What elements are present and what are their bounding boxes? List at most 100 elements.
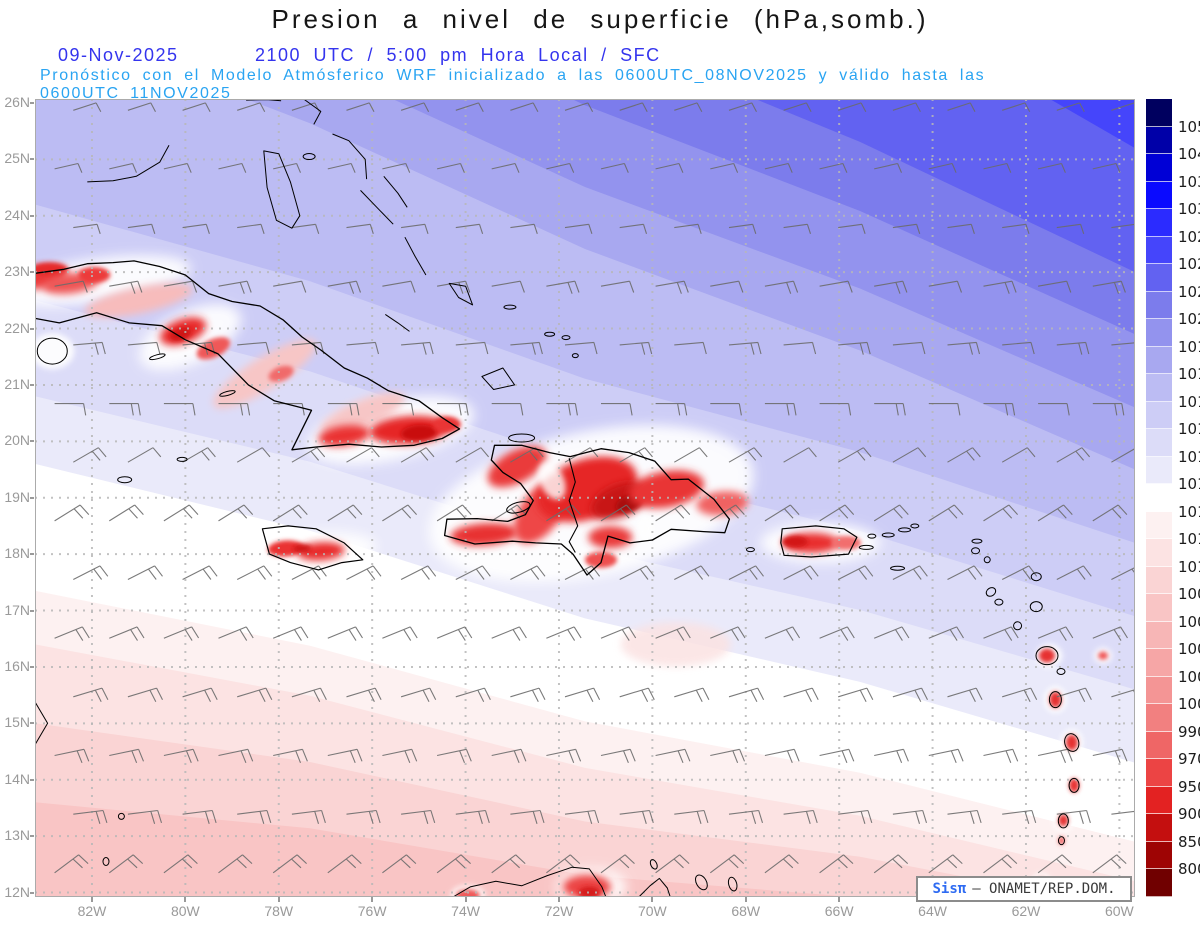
wind-barb	[163, 748, 199, 764]
wind-barb	[327, 748, 363, 764]
terrain-low-blob	[84, 283, 193, 318]
wind-barb	[928, 854, 963, 874]
wind-barb	[346, 687, 382, 702]
coastline-small-island	[971, 538, 983, 544]
wind-barb	[619, 341, 653, 355]
coastline-small-island	[117, 476, 133, 484]
wind-barb	[873, 504, 909, 522]
wind-barb	[600, 626, 637, 641]
lat-label-26N: 26N	[4, 93, 30, 110]
lon-label-78W: 78W	[264, 903, 294, 919]
wind-barb	[273, 748, 308, 764]
wind-barb	[819, 162, 848, 173]
low-pressure-halo	[35, 333, 75, 370]
colorbar-segment-15	[1146, 511, 1172, 540]
wind-barb	[272, 854, 307, 874]
colorbar-label-1030: 1030	[1178, 200, 1200, 219]
terrain-low-blob	[781, 535, 808, 548]
lat-tick	[30, 778, 34, 781]
coastline-small-island	[102, 857, 110, 867]
wind-barb	[327, 504, 363, 522]
wind-barb	[1056, 341, 1090, 355]
wind-barb	[655, 403, 688, 416]
wind-barb	[928, 280, 963, 293]
colorbar-segment-2	[1146, 154, 1172, 182]
wind-barb	[546, 504, 581, 522]
coastline-small-island	[503, 304, 517, 310]
wind-barb	[600, 504, 636, 522]
wind-barb	[455, 341, 489, 355]
wind-barb	[728, 447, 763, 463]
wind-barb	[674, 809, 709, 824]
wind-barb	[127, 102, 156, 112]
coastline-small-island	[910, 523, 920, 529]
lat-tick	[30, 271, 34, 274]
lat-tick	[30, 440, 34, 443]
wind-barb	[237, 102, 266, 112]
wind-barb	[546, 626, 582, 641]
wind-barb	[947, 687, 983, 702]
wind-barb	[674, 447, 708, 463]
coastline-small-island	[881, 532, 895, 538]
wind-barb	[109, 504, 144, 522]
wind-barb	[510, 223, 538, 234]
wind-barb	[73, 102, 102, 112]
wind-barb	[928, 626, 964, 641]
colorbar-label-1015: 1015	[1178, 447, 1200, 466]
wind-barb	[218, 280, 252, 294]
wind-barb	[710, 403, 742, 416]
lat-label-13N: 13N	[4, 827, 30, 844]
lat-tick	[30, 158, 34, 161]
colorbar-label-1028: 1028	[1178, 227, 1200, 246]
terrain-low-blob	[78, 266, 111, 283]
wind-barb	[819, 626, 855, 641]
wind-barb	[764, 748, 800, 764]
wind-barb	[983, 162, 1012, 173]
terrain-low-blob	[400, 424, 437, 441]
lat-tick	[30, 665, 34, 668]
colorbar-label-850: 850	[1178, 832, 1200, 851]
coastline-small-island	[695, 874, 708, 891]
terrain-low-blob	[267, 540, 304, 557]
colorbar-segment-23	[1146, 731, 1172, 760]
coastline-small-island	[1048, 691, 1062, 709]
wind-barb	[455, 447, 490, 463]
colorbar-label-1008: 1008	[1178, 585, 1200, 604]
wind-barb	[564, 223, 593, 234]
coastline-small-island	[561, 335, 571, 341]
terrain-low-blob	[450, 523, 519, 546]
lat-label-12N: 12N	[4, 883, 30, 900]
coastline-cuba	[35, 260, 461, 451]
lat-label-16N: 16N	[4, 657, 30, 674]
colorbar-label-1004: 1004	[1178, 640, 1200, 659]
wind-barb	[510, 687, 546, 702]
wind-barb	[764, 403, 797, 416]
wind-barb	[783, 341, 817, 355]
wind-barb	[892, 447, 927, 463]
lon-label-74W: 74W	[451, 903, 480, 919]
coastline-small-island	[971, 547, 981, 555]
wind-barb	[401, 341, 434, 355]
terrain-low-blob	[293, 544, 312, 553]
terrain-low-blob	[1049, 691, 1062, 708]
colorbar-label-800: 800	[1178, 860, 1200, 879]
lat-tick	[30, 101, 34, 104]
wind-barb	[127, 687, 163, 702]
wind-barb	[54, 162, 83, 173]
wind-barb	[619, 809, 654, 824]
terrain-low-blob	[432, 416, 461, 433]
wind-barb	[710, 626, 746, 641]
wind-barb	[218, 403, 251, 416]
wind-barb	[273, 280, 307, 293]
coastline-small-island	[985, 587, 997, 597]
coastline-small-island	[983, 556, 991, 564]
wind-barb	[655, 162, 684, 173]
wind-barb	[546, 280, 580, 294]
wind-barb	[674, 565, 710, 580]
wind-barb	[236, 447, 271, 463]
colorbar-label-1002: 1002	[1178, 667, 1200, 686]
wind-barb	[892, 223, 921, 234]
wind-barb	[728, 565, 764, 580]
lat-label-22N: 22N	[4, 319, 30, 336]
wind-barb	[655, 748, 691, 764]
